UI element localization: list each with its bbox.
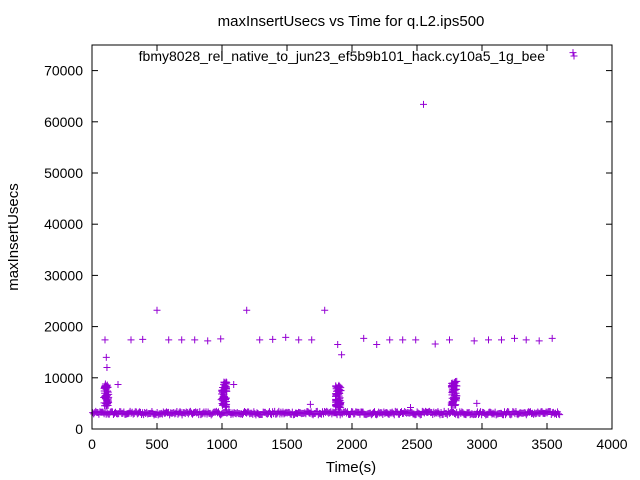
data-point — [230, 380, 238, 388]
data-point — [114, 380, 122, 388]
data-point — [219, 393, 227, 401]
data-point — [306, 400, 314, 408]
data-point — [101, 336, 109, 344]
data-point — [448, 388, 456, 396]
data-point — [451, 379, 459, 387]
data-point — [332, 402, 340, 410]
y-tick-label: 30000 — [44, 267, 83, 283]
data-point — [308, 336, 316, 344]
data-point — [522, 336, 530, 344]
data-point — [222, 394, 230, 402]
data-point — [511, 334, 518, 342]
data-point — [269, 335, 277, 343]
y-tick-label: 70000 — [44, 63, 83, 79]
x-tick-label: 3500 — [531, 436, 562, 452]
data-point — [336, 383, 344, 391]
x-tick-label: 500 — [145, 436, 169, 452]
legend-label: fbmy8028_rel_native_to_jun23_ef5b9b101_h… — [139, 48, 546, 64]
data-point — [448, 379, 456, 387]
data-point — [407, 403, 414, 411]
data-point — [178, 336, 186, 344]
data-point — [332, 390, 340, 398]
data-point — [449, 389, 457, 397]
y-tick-label: 20000 — [44, 319, 83, 335]
y-tick-label: 60000 — [44, 114, 83, 130]
data-point — [448, 400, 456, 408]
data-point — [386, 336, 394, 344]
y-tick-label: 40000 — [44, 216, 83, 232]
plot-border — [91, 44, 613, 430]
data-point — [535, 337, 543, 345]
data-point — [569, 49, 577, 57]
data-point — [104, 399, 112, 407]
data-point — [282, 333, 290, 341]
x-tick-label: 2000 — [336, 436, 367, 452]
data-point — [127, 336, 135, 344]
data-point — [446, 336, 453, 344]
data-point — [191, 336, 199, 344]
data-point — [139, 335, 147, 343]
data-point — [473, 399, 481, 407]
data-point — [451, 401, 459, 409]
data-point — [218, 401, 226, 409]
data-point — [321, 306, 329, 314]
data-point — [295, 336, 303, 344]
data-point — [243, 306, 251, 314]
data-point — [338, 351, 346, 359]
data-point — [556, 411, 564, 419]
y-tick-label: 50000 — [44, 165, 83, 181]
legend-marker-plus — [570, 52, 578, 60]
data-point — [336, 403, 344, 411]
data-point — [102, 353, 110, 361]
y-tick-label: 0 — [75, 421, 83, 437]
x-axis: 0 500 1000 1500 2000 2500 3000 3500 4000 — [88, 45, 628, 452]
legend: fbmy8028_rel_native_to_jun23_ef5b9b101_h… — [139, 48, 578, 64]
data-point — [412, 336, 420, 344]
data-point — [470, 337, 478, 345]
x-tick-label: 2500 — [401, 436, 432, 452]
chart-title: maxInsertUsecs vs Time for q.L2.ips500 — [218, 13, 485, 30]
legend-marker — [570, 52, 578, 60]
y-axis-title: maxInsertUsecs — [5, 183, 22, 291]
x-tick-label: 1000 — [206, 436, 237, 452]
data-point — [451, 382, 459, 390]
data-point — [103, 393, 111, 401]
data-point — [220, 379, 228, 387]
data-point — [452, 385, 460, 393]
data-point — [373, 341, 381, 349]
x-tick-label: 3000 — [466, 436, 497, 452]
y-axis: 0 10000 20000 30000 40000 50000 60000 70000 — [44, 63, 612, 437]
data-point — [548, 334, 556, 342]
data-point — [165, 336, 173, 344]
data-point — [100, 387, 108, 395]
x-axis-title: Time(s) — [326, 459, 376, 476]
data-point — [256, 336, 264, 344]
data-point — [431, 340, 439, 348]
y-tick-label: 10000 — [44, 370, 83, 386]
data-point — [204, 337, 212, 345]
data-point — [498, 336, 505, 344]
data-point — [103, 364, 111, 372]
data-point — [334, 341, 342, 349]
data-point — [485, 336, 492, 344]
x-tick-label: 4000 — [596, 436, 627, 452]
data-point — [104, 388, 112, 396]
data-point — [420, 100, 427, 108]
data-point — [153, 306, 161, 314]
data-point — [217, 335, 225, 343]
data-point — [334, 386, 342, 394]
data-point — [452, 401, 460, 409]
data-point — [399, 336, 407, 344]
data-point — [101, 382, 109, 390]
x-tick-label: 0 — [88, 436, 96, 452]
data-point — [450, 395, 458, 403]
data-point — [555, 410, 563, 418]
plot-area — [89, 49, 577, 419]
data-point — [360, 334, 368, 342]
x-tick-label: 1500 — [271, 436, 302, 452]
